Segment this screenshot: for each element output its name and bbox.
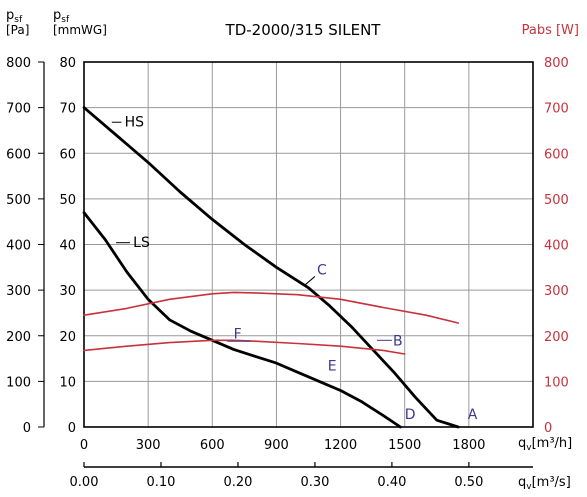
x-m3h-tick: 900: [264, 438, 289, 453]
annotation-layer: HS LS C F B E D A: [111, 114, 478, 423]
right-tick: 600: [544, 147, 569, 162]
left-pa-tick: 800: [6, 56, 31, 71]
left-mmwg-tick: 70: [59, 102, 76, 117]
left-pa-tick: 700: [6, 102, 31, 117]
left-mmwg-label: psf: [53, 8, 70, 25]
x-m3s-unit: [m³/s]: [532, 475, 571, 490]
x-m3h-label: qv[m³/h]: [518, 436, 572, 453]
x-m3h-label-sub: v: [526, 443, 532, 453]
x-m3h-tick: 1500: [388, 438, 421, 453]
annotation-d: D: [405, 407, 416, 423]
grid: [83, 61, 533, 428]
left-mmwg-tick: 0: [68, 421, 76, 436]
right-axis-label: Pabs [W]: [522, 23, 579, 38]
x-m3s-tick: 0.30: [300, 475, 329, 490]
left-mmwg-tick: 20: [59, 330, 76, 345]
x-m3s-tick: 0.20: [223, 475, 252, 490]
x-m3s-tick: 0.40: [377, 475, 406, 490]
left-pa-tick: 200: [6, 330, 31, 345]
left-pa-label-sub: sf: [14, 15, 23, 25]
right-tick: 500: [544, 193, 569, 208]
left-pa-tick: 600: [6, 147, 31, 162]
left-mmwg-tick: 30: [59, 284, 76, 299]
annotation-hs: HS: [125, 114, 145, 130]
x-m3h-unit: [m³/h]: [532, 436, 573, 451]
left-mmwg-tick: 10: [59, 375, 76, 390]
x-m3h-tick: 1800: [452, 438, 485, 453]
right-tick: 100: [544, 375, 569, 390]
x-m3h-tick: 300: [136, 438, 161, 453]
series-pabs-hs: [83, 291, 459, 324]
chart-title: TD-2000/315 SILENT: [225, 21, 382, 39]
left-mmwg-tick: 80: [59, 56, 76, 71]
annotation-ls: LS: [133, 235, 150, 251]
x-m3s-label-sub: v: [526, 482, 532, 492]
series-ls: [82, 211, 402, 429]
left-pa-label: psf: [6, 8, 23, 25]
left-mmwg-tick: 40: [59, 239, 76, 254]
right-tick: 400: [544, 239, 569, 254]
connector-c: [303, 276, 316, 286]
left-pa-tick: 0: [23, 421, 31, 436]
left-pa-unit: [Pa]: [6, 23, 29, 37]
left-mmwg-unit: [mmWG]: [53, 23, 107, 37]
annotation-f: F: [234, 326, 242, 342]
right-tick: 300: [544, 284, 569, 299]
left-pa-tick: 100: [6, 375, 31, 390]
plot-frame: [83, 61, 534, 428]
x-m3s-tick: 0.50: [454, 475, 483, 490]
left-pa-tick: 500: [6, 193, 31, 208]
right-tick: 800: [544, 56, 569, 71]
x-m3s-tick: 0.00: [70, 475, 99, 490]
left-mmwg-label-sub: sf: [61, 15, 70, 25]
series-hs: [82, 106, 460, 429]
x-m3s-label: qv[m³/s]: [518, 475, 571, 492]
right-tick: 0: [544, 421, 552, 436]
right-tick: 200: [544, 330, 569, 345]
series-layer: [82, 106, 460, 429]
x-m3h-tick: 0: [80, 438, 88, 453]
left-mmwg-tick: 50: [59, 193, 76, 208]
x-m3s-tick: 0.10: [146, 475, 175, 490]
left-pa-tick: 300: [6, 284, 31, 299]
annotation-c: C: [317, 263, 327, 279]
x-m3h-tick: 1200: [324, 438, 357, 453]
annotation-b: B: [393, 333, 403, 349]
left-mmwg-tick: 60: [59, 147, 76, 162]
right-tick: 700: [544, 102, 569, 117]
annotation-e: E: [328, 358, 337, 374]
left-pa-tick: 400: [6, 239, 31, 254]
x-m3h-tick: 600: [200, 438, 225, 453]
annotation-a: A: [468, 407, 478, 423]
